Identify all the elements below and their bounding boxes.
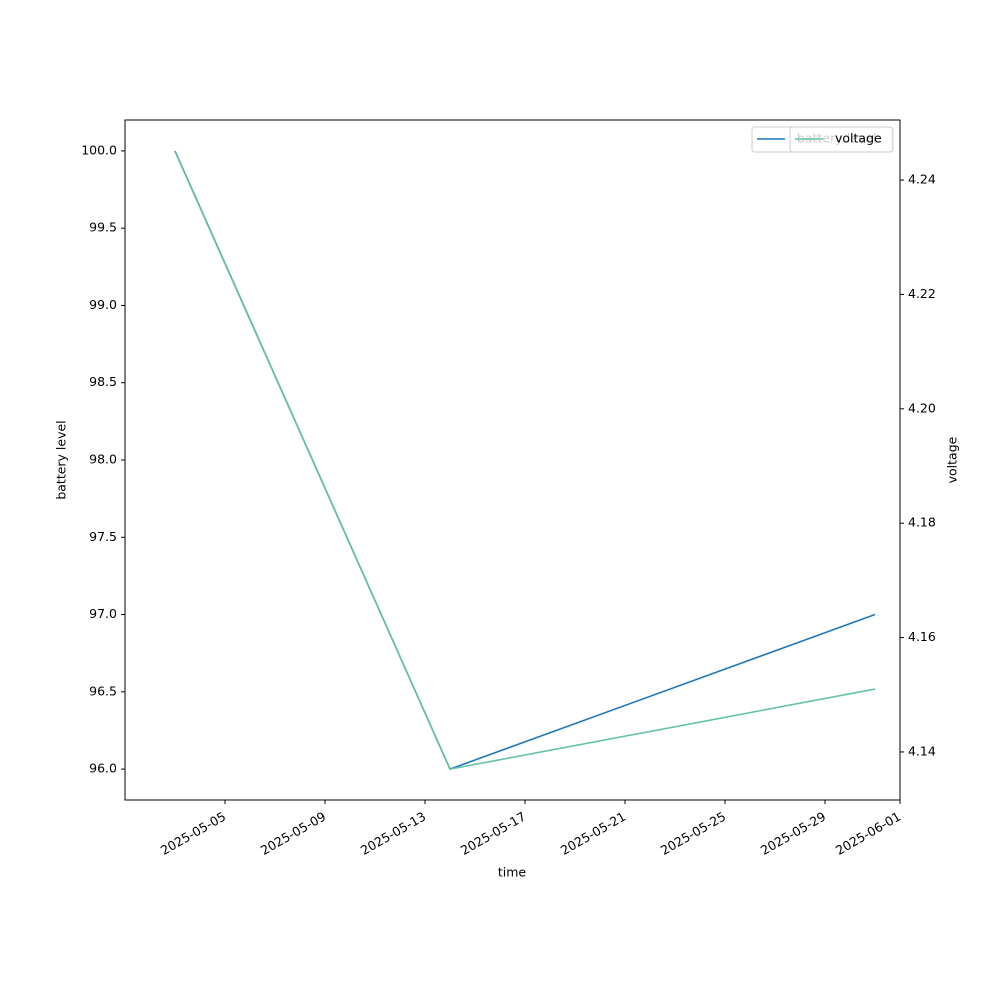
x-tick-label: 2025-05-29 [758,809,828,858]
y-tick-label: 98.5 [89,374,117,389]
x-axis-label: time [498,865,527,880]
y2-tick-label: 4.18 [908,515,936,530]
y2-axis-label: voltage [945,436,960,483]
y2-tick-label: 4.14 [908,743,936,758]
y2-tick-label: 4.20 [908,400,936,415]
y2-tick-label: 4.16 [908,629,936,644]
legend-label: voltage [835,131,882,146]
x-tick-label: 2025-05-05 [158,809,228,858]
y-tick-label: 96.5 [89,683,117,698]
series-line [174,150,876,771]
y-tick-label: 100.0 [81,142,117,157]
x-tick-label: 2025-05-25 [658,809,728,858]
plot-frame [124,119,901,801]
x-tick-label: 2025-05-13 [358,809,428,858]
y-tick-label: 99.0 [89,297,117,312]
legend-box [789,126,894,153]
x-tick-label: 2025-05-17 [458,809,528,858]
series-line [174,151,876,771]
x-tick-label: 2025-06-01 [833,809,903,858]
x-tick-label: 2025-05-21 [558,809,628,858]
y-tick-label: 97.0 [89,606,117,621]
y-tick-label: 97.5 [89,529,117,544]
y2-tick-label: 4.24 [908,172,936,187]
y-tick-label: 99.5 [89,220,117,235]
x-tick-label: 2025-05-09 [258,809,328,858]
y-axis-label: battery level [54,420,69,499]
y2-tick-label: 4.22 [908,286,936,301]
y-tick-label: 96.0 [89,761,117,776]
y-tick-label: 98.0 [89,452,117,467]
